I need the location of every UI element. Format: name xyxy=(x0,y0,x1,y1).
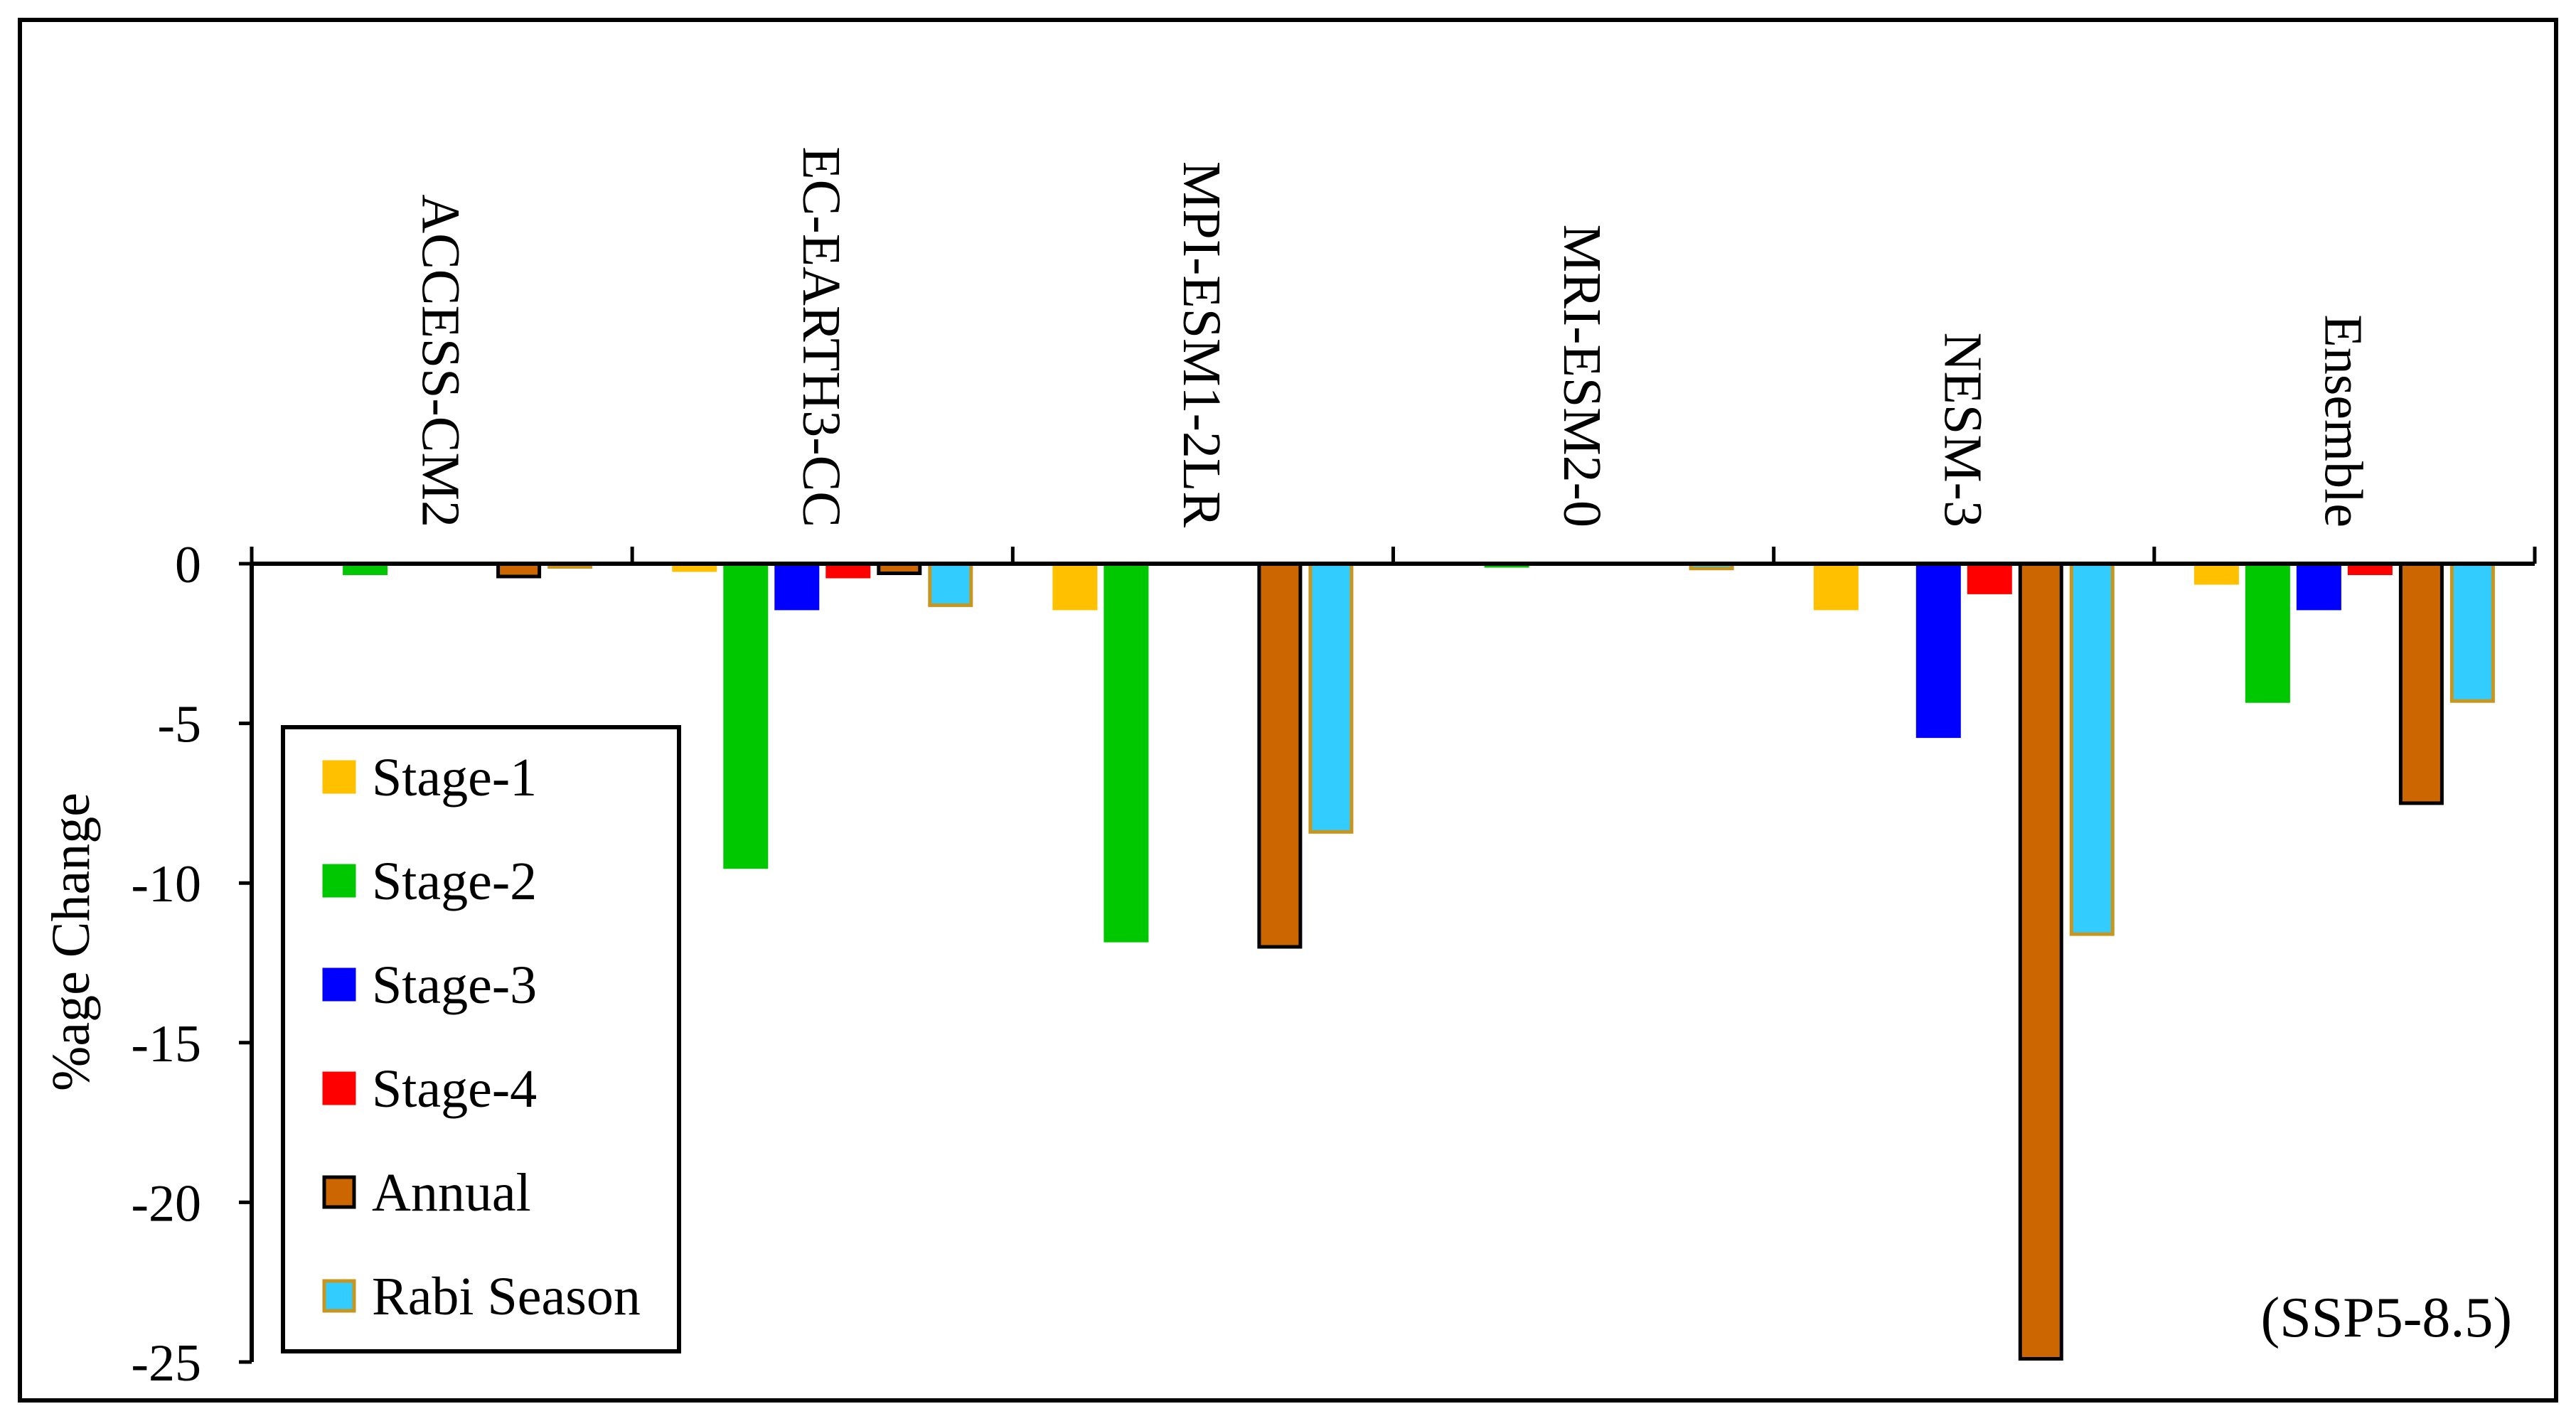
y-tick-label: -25 xyxy=(131,1334,201,1393)
y-tick-label: -20 xyxy=(131,1174,201,1233)
bar-stage-3-ensemble xyxy=(2296,562,2341,611)
bar-stage-2-ensemble xyxy=(2245,562,2290,703)
labels-group: 0 -5 -10 -15 -20 -25 ACCESS-CM2 EC-EARTH3-CC MPI… xyxy=(131,146,2373,1393)
legend-label-stage-3: Stage-3 xyxy=(372,955,537,1015)
bar-stage-1-nesm-3 xyxy=(1813,562,1859,611)
legend-label-rabi-season: Rabi Season xyxy=(372,1267,641,1326)
legend-label-annual: Annual xyxy=(372,1163,531,1223)
x-category-label-access-cm2: ACCESS-CM2 xyxy=(411,194,471,527)
x-category-label-ec-earth3-cc: EC-EARTH3-CC xyxy=(791,146,851,527)
scenario-annotation: (SSP5-8.5) xyxy=(2261,1287,2512,1349)
axes-group xyxy=(239,547,2537,1364)
bar-rabi-season-ec-earth3-cc xyxy=(928,562,973,607)
legend-box xyxy=(281,725,681,1353)
legend-label-stage-1: Stage-1 xyxy=(372,748,537,808)
legend-swatch-stage-1 xyxy=(322,760,356,794)
y-tick-label: -5 xyxy=(157,696,201,754)
x-category-label-ensemble: Ensemble xyxy=(2313,314,2373,527)
bar-annual-nesm-3 xyxy=(2018,562,2063,1361)
x-category-label-mpi-esm1-2lr: MPI-ESM1-2LR xyxy=(1172,161,1231,527)
bar-annual-mpi-esm1-2lr xyxy=(1257,562,1303,949)
y-axis-title: %age Change xyxy=(41,793,101,1091)
bar-annual-ensemble xyxy=(2398,562,2444,805)
bar-rabi-season-ensemble xyxy=(2449,562,2495,703)
bar-stage-2-mpi-esm1-2lr xyxy=(1103,562,1149,943)
bar-rabi-season-mpi-esm1-2lr xyxy=(1308,562,1354,834)
legend: Stage-1 Stage-2 Stage-3 Stage-4 Annual Rabi S… xyxy=(281,725,681,1353)
legend-label-stage-2: Stage-2 xyxy=(372,852,537,911)
y-tick-label: -15 xyxy=(131,1015,201,1073)
legend-swatch-stage-2 xyxy=(322,864,356,898)
x-category-label-nesm-3: NESM-3 xyxy=(1933,333,1992,527)
legend-swatch-rabi-season xyxy=(322,1279,356,1313)
bar-stage-3-nesm-3 xyxy=(1915,562,1961,739)
legend-swatch-stage-4 xyxy=(322,1071,356,1105)
bar-stage-1-ensemble xyxy=(2193,562,2239,585)
legend-swatch-annual xyxy=(322,1175,356,1209)
y-tick-label: -10 xyxy=(131,855,201,913)
legend-swatch-stage-3 xyxy=(322,967,356,1002)
bar-stage-4-nesm-3 xyxy=(1967,562,2012,594)
bar-rabi-season-nesm-3 xyxy=(2069,562,2115,936)
bar-stage-1-mpi-esm1-2lr xyxy=(1052,562,1098,611)
legend-label-stage-4: Stage-4 xyxy=(372,1059,537,1119)
x-category-label-mri-esm2-0: MRI-ESM2-0 xyxy=(1552,225,1612,527)
bar-stage-3-ec-earth3-cc xyxy=(774,562,820,611)
y-tick-label: 0 xyxy=(175,536,201,594)
bar-stage-2-ec-earth3-cc xyxy=(723,562,769,869)
